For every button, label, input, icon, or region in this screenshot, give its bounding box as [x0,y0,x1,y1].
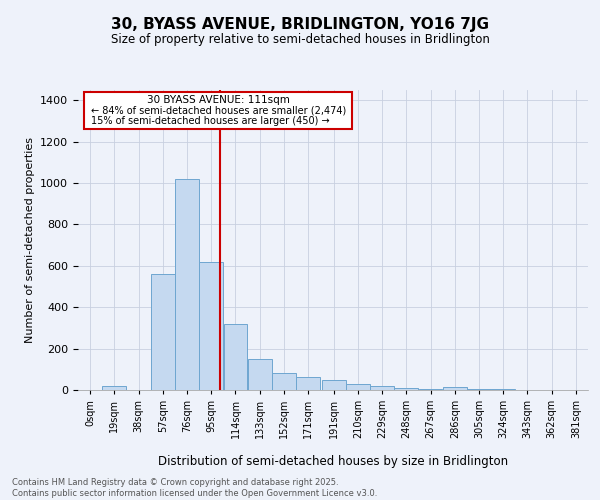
Bar [491,389,515,390]
Text: Distribution of semi-detached houses by size in Bridlington: Distribution of semi-detached houses by … [158,454,508,468]
Bar [370,386,394,390]
Text: Size of property relative to semi-detached houses in Bridlington: Size of property relative to semi-detach… [110,32,490,46]
Bar [248,359,272,390]
Text: 15% of semi-detached houses are larger (450) →: 15% of semi-detached houses are larger (… [91,116,329,126]
Bar [103,386,126,390]
Bar [322,380,346,390]
Bar [175,179,199,390]
Text: ← 84% of semi-detached houses are smaller (2,474): ← 84% of semi-detached houses are smalle… [91,106,346,116]
Bar [443,387,467,390]
FancyBboxPatch shape [85,92,352,130]
Bar [346,384,370,390]
Bar [224,324,247,390]
Bar [272,374,296,390]
Bar [151,274,175,390]
Bar [199,262,223,390]
Text: Contains HM Land Registry data © Crown copyright and database right 2025.
Contai: Contains HM Land Registry data © Crown c… [12,478,377,498]
Bar [419,389,442,390]
Bar [296,376,320,390]
Text: 30, BYASS AVENUE, BRIDLINGTON, YO16 7JG: 30, BYASS AVENUE, BRIDLINGTON, YO16 7JG [111,18,489,32]
Bar [467,389,491,390]
Text: 30 BYASS AVENUE: 111sqm: 30 BYASS AVENUE: 111sqm [147,95,290,105]
Y-axis label: Number of semi-detached properties: Number of semi-detached properties [25,137,35,343]
Bar [394,388,418,390]
